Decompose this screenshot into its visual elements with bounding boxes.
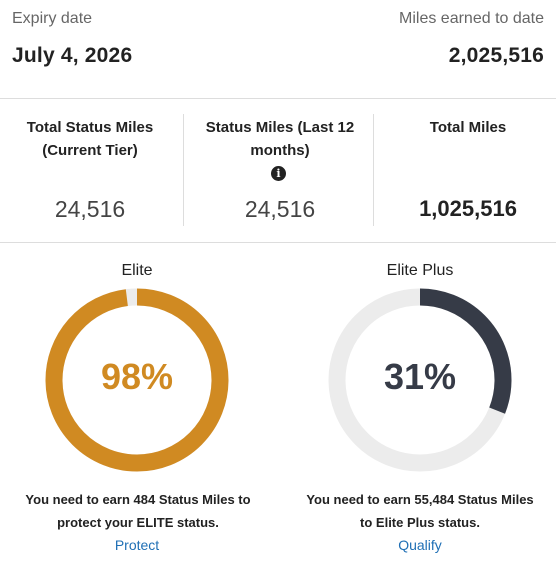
ring-progress: [328, 288, 512, 472]
expiry-label: Expiry date: [12, 10, 93, 27]
divider: [0, 242, 556, 243]
qualify-link[interactable]: Qualify: [398, 537, 442, 553]
elite-percent-label: 98%: [101, 356, 173, 397]
status-miles-12m-title: Status Miles (Last 12 months): [205, 119, 355, 159]
total-status-miles-title: Total Status Miles (Current Tier): [26, 119, 154, 159]
elite-note-line2: protect your ELITE status.: [57, 515, 219, 530]
expiry-date: July 4, 2026: [12, 44, 133, 67]
miles-earned-label: Miles earned to date: [399, 10, 544, 27]
elite-note-line1: You need to earn 484 Status Miles to: [25, 492, 251, 507]
column-divider: [183, 114, 184, 226]
ring-progress: [45, 288, 229, 472]
status-miles-12m-value: 24,516: [244, 196, 316, 222]
total-miles-value: 1,025,516: [419, 196, 517, 221]
elite-plus-percent-label: 31%: [384, 356, 456, 397]
elite-plus-progress-ring: 31%: [328, 288, 512, 472]
miles-earned-value: 2,025,516: [448, 44, 544, 67]
total-status-miles-value: 24,516: [54, 196, 126, 222]
column-divider: [373, 114, 374, 226]
protect-link[interactable]: Protect: [114, 537, 160, 553]
divider: [0, 98, 556, 99]
info-icon[interactable]: i: [271, 166, 286, 181]
total-miles-title: Total Miles: [429, 119, 507, 136]
elite-plus-note-line2: to Elite Plus status.: [360, 515, 480, 530]
elite-progress-ring: 98%: [45, 288, 229, 472]
tier-name-elite-plus: Elite Plus: [386, 262, 454, 279]
tier-name-elite: Elite: [121, 262, 153, 279]
elite-plus-note-line1: You need to earn 55,484 Status Miles: [306, 492, 534, 507]
